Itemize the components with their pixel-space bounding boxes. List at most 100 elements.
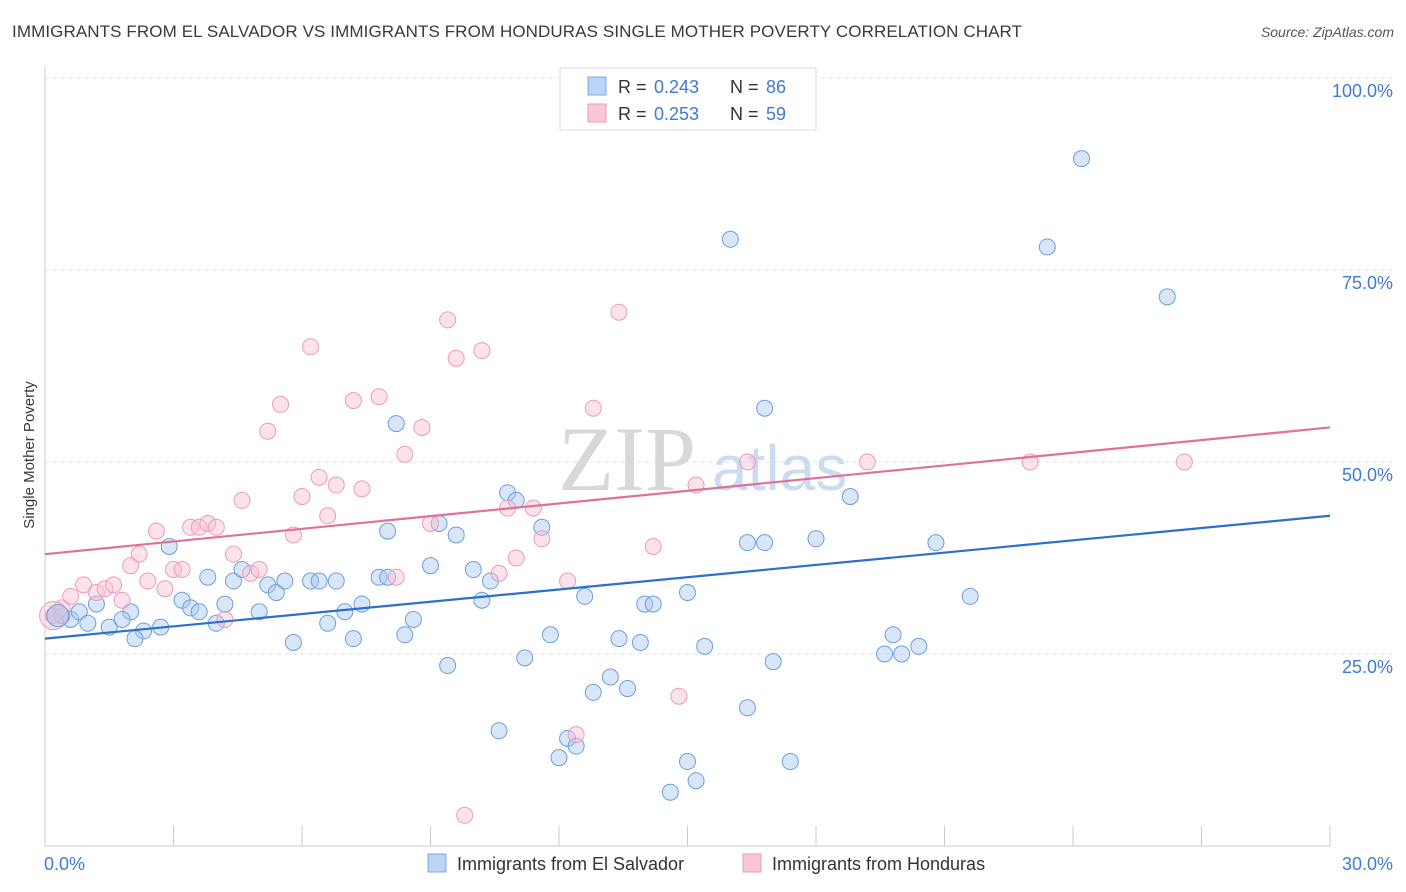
point-honduras [242,564,260,582]
point-honduras [353,480,371,498]
point-honduras [344,392,362,410]
series-legend-label-honduras: Immigrants from Honduras [772,854,985,874]
point-honduras [105,576,123,594]
point-honduras [96,580,114,598]
point-honduras [396,445,414,463]
point-honduras [584,399,602,417]
legend-n-label-2: N = [730,104,759,124]
point-honduras [147,522,165,540]
point-el-salvador [447,526,465,544]
point-honduras [327,476,345,494]
point-el-salvador [126,630,144,648]
point-honduras [190,518,208,536]
series-legend-swatch-el-salvador [427,853,447,873]
point-el-salvador [533,518,551,536]
point-el-salvador [250,603,268,621]
point-honduras [447,349,465,367]
point-el-salvador [233,561,251,579]
legend-r-label-2: R = [618,104,647,124]
point-el-salvador [404,610,422,628]
point-honduras [250,561,268,579]
point-honduras [533,530,551,548]
point-el-salvador [541,626,559,644]
point-honduras [122,557,140,575]
point-el-salvador [113,610,131,628]
point-honduras [207,518,225,536]
point-el-salvador [601,668,619,686]
point-el-salvador [473,591,491,609]
point-honduras [272,395,290,413]
point-el-salvador [619,680,637,698]
point-honduras [62,587,80,605]
point-honduras [302,338,320,356]
point-honduras [165,561,182,579]
point-el-salvador [379,568,397,586]
legend-r-value-2: 0.253 [654,104,699,124]
point-honduras [738,453,756,471]
point-honduras [670,687,688,705]
point-el-salvador [584,683,602,701]
point-honduras [310,468,328,486]
point-honduras [139,572,157,590]
point-el-salvador [190,603,208,621]
point-honduras [53,599,71,617]
point-honduras [507,549,525,567]
point-el-salvador [46,604,70,628]
point-honduras [75,576,93,594]
point-el-salvador [516,649,534,667]
point-el-salvador [79,614,97,632]
point-el-salvador [567,737,585,755]
point-el-salvador [302,572,320,590]
point-honduras [524,499,542,517]
point-honduras [182,518,200,536]
point-el-salvador [379,522,397,540]
point-el-salvador [439,657,457,675]
y-tick-label: 75.0% [1342,273,1393,293]
point-honduras [1175,453,1193,471]
x-tick-label: 30.0% [1342,854,1393,874]
chart-title: IMMIGRANTS FROM EL SALVADOR VS IMMIGRANT… [12,22,1023,41]
point-honduras [293,488,311,506]
point-honduras [610,303,628,321]
point-honduras [216,610,234,628]
point-el-salvador [70,603,88,621]
point-el-salvador [490,722,508,740]
point-el-salvador [319,614,337,632]
legend-swatch-el-salvador [587,76,607,96]
legend-r-value-1: 0.243 [654,77,699,97]
point-honduras [387,568,405,586]
series-legend-label-el-salvador: Immigrants from El Salvador [457,854,684,874]
point-honduras [39,601,69,631]
trend-lines [44,426,1331,640]
watermark: ZIP atlas [558,408,847,510]
point-el-salvador [610,630,628,648]
point-el-salvador [893,645,911,663]
point-el-salvador [738,534,756,552]
point-el-salvador [550,749,568,767]
point-honduras [644,537,662,555]
point-el-salvador [276,572,294,590]
trend-line-el-salvador [44,514,1331,640]
legend-n-value-2: 59 [766,104,786,124]
point-el-salvador [764,653,782,671]
y-tick-labels: 25.0% 50.0% 75.0% 100.0% [1332,81,1393,677]
point-honduras [559,572,577,590]
x-tick-label: 0.0% [44,854,85,874]
point-el-salvador [576,587,594,605]
point-el-salvador [910,637,928,655]
point-el-salvador [679,753,696,771]
point-el-salvador [927,534,945,552]
legend-n-label-1: N = [730,77,759,97]
legend-r-label-1: R = [618,77,647,97]
point-honduras [567,726,585,744]
point-el-salvador [631,633,649,651]
point-honduras [439,311,457,329]
point-el-salvador [1158,288,1176,306]
point-el-salvador [807,530,825,548]
y-axis-label: Single Mother Poverty [21,381,38,529]
trend-line-honduras [44,426,1331,556]
point-el-salvador [267,584,285,602]
legend-swatch-honduras [587,103,607,123]
point-el-salvador [756,534,774,552]
